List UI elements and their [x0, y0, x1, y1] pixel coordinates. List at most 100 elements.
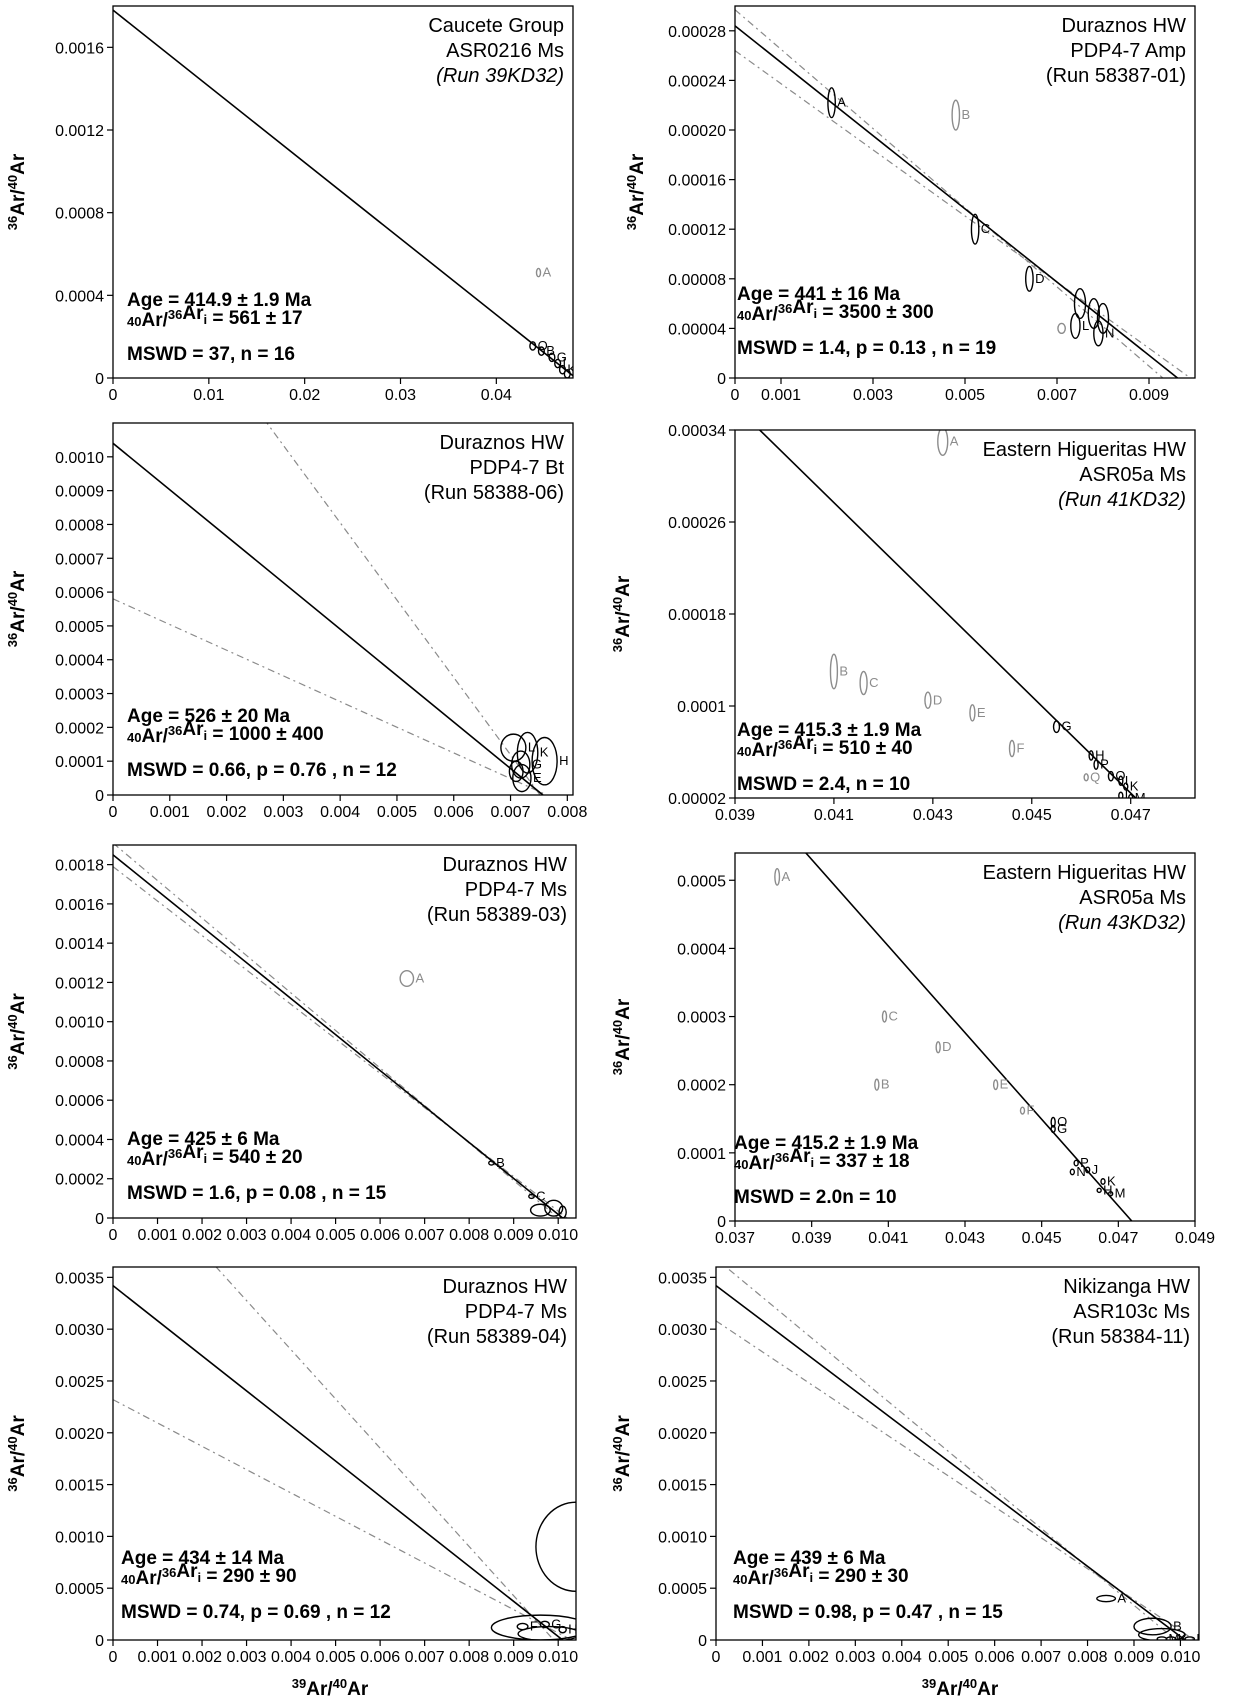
initial-ratio-part: Ar	[182, 719, 204, 740]
initial-ratio-part: = 290 ± 30	[813, 1566, 908, 1587]
data-point	[1137, 1627, 1186, 1640]
data-point	[951, 99, 961, 131]
y-tick-label: 0.0005	[677, 873, 726, 890]
x-tick-label: 0.010	[1160, 1649, 1200, 1666]
y-tick-label: 0.0010	[55, 1015, 104, 1032]
x-tick-label: 0.02	[289, 387, 320, 404]
initial-ratio-part: = 3500 ± 300	[817, 302, 934, 323]
y-axis-label-part: Ar/	[8, 189, 29, 216]
initial-ratio-part: 36	[162, 1565, 176, 1580]
y-axis-label-part: Ar	[613, 1415, 634, 1437]
isochron-fit-line	[759, 430, 1137, 798]
data-point-label: Q	[1090, 769, 1100, 784]
x-tick-label: 0	[109, 804, 118, 821]
y-tick-label: 0.00008	[668, 272, 726, 289]
plot-area: A BMK E	[716, 1267, 1199, 1646]
y-tick-label: 0.00004	[668, 321, 726, 338]
x-tick-label: 0	[712, 1649, 721, 1666]
data-point-label: B	[839, 664, 848, 679]
x-tick-label: 0.003	[263, 804, 303, 821]
data-point-label: M	[1135, 790, 1146, 805]
y-tick-label: 0.0035	[55, 1270, 104, 1287]
age-stat: Age = 441 ± 16 Ma	[737, 284, 900, 305]
initial-ratio-stat: 40Ar/36Ari = 290 ± 30	[733, 1561, 909, 1589]
x-tick-label: 0.001	[742, 1649, 782, 1666]
data-point-label: D	[942, 1039, 951, 1054]
data-point-label: H	[1103, 1182, 1112, 1197]
data-point-label: C	[869, 675, 878, 690]
initial-ratio-part: Ar/	[141, 726, 168, 747]
initial-ratio-part: Ar	[792, 297, 814, 318]
age-stat: Age = 414.9 ± 1.9 Ma	[127, 290, 312, 311]
age-stat: Age = 425 ± 6 Ma	[127, 1129, 280, 1150]
x-axis-label: 39Ar/40Ar	[292, 1676, 369, 1700]
y-axis-label-part: 40	[5, 1014, 20, 1028]
y-tick-label: 0.0020	[55, 1426, 104, 1443]
y-tick-label: 0	[95, 788, 104, 805]
data-point-label: M	[1115, 1186, 1126, 1201]
panel-title: ASR103c Ms	[1073, 1301, 1190, 1323]
isochron-fit-line	[805, 853, 1133, 1221]
initial-ratio-part: Ar	[789, 1146, 811, 1167]
y-tick-label: 0.0003	[677, 1010, 726, 1027]
x-tick-label: 0.043	[945, 1230, 985, 1247]
panel-title: Duraznos HW	[443, 1276, 568, 1298]
y-tick-label: 0.0008	[55, 206, 104, 223]
data-point	[558, 1625, 567, 1634]
initial-ratio-part: Ar/	[141, 1149, 168, 1170]
x-tick-label: 0.041	[868, 1230, 908, 1247]
y-tick-label: 0.0030	[658, 1322, 707, 1339]
data-point	[1123, 782, 1129, 791]
y-tick-label: 0.0008	[55, 517, 104, 534]
data-point	[529, 1203, 551, 1217]
data-point	[1096, 1594, 1117, 1603]
data-point-label: L	[1082, 318, 1089, 333]
x-tick-label: 0.049	[1175, 1230, 1215, 1247]
x-tick-label: 0.001	[137, 1649, 177, 1666]
y-axis-label-part: 40	[610, 1436, 625, 1450]
x-tick-label: 0.007	[405, 1649, 445, 1666]
plot-frame	[715, 1266, 1200, 1641]
y-tick-label: 0.0001	[677, 699, 726, 716]
mswd-stat: MSWD = 37, n = 16	[127, 344, 295, 365]
x-axis-label-part: Ar/	[936, 1679, 963, 1700]
y-axis-label-part: 36	[5, 216, 20, 230]
x-tick-label: 0.009	[1129, 387, 1169, 404]
y-tick-label: 0.0004	[677, 941, 726, 958]
y-axis-label-part: 40	[5, 1436, 20, 1450]
isochron-panel: A OB GI KM 0 0.01 0.02 0.03 0.04 0 0.0004 0.0008 0.0…	[5, 5, 574, 404]
x-axis-label-part: 40	[333, 1676, 347, 1691]
initial-ratio-part: = 1000 ± 400	[207, 724, 324, 745]
isochron-fit-line	[735, 25, 1179, 378]
plot-frame	[112, 1266, 577, 1641]
data-point	[1093, 759, 1099, 770]
data-point-label: F	[1027, 1103, 1035, 1118]
y-axis-label-part: Ar	[8, 153, 29, 175]
y-tick-label: 0.0002	[55, 1172, 104, 1189]
panel-title: ASR05a Ms	[1079, 887, 1186, 909]
data-point-label: K	[1178, 1631, 1187, 1646]
data-point	[531, 736, 558, 786]
data-point-label: C	[536, 1188, 545, 1203]
initial-ratio-part: 40	[121, 1572, 135, 1587]
x-axis-label: 39Ar/40Ar	[922, 1676, 999, 1700]
x-axis-label-part: Ar	[977, 1679, 999, 1700]
plot-frame	[112, 5, 574, 379]
data-point	[1184, 1636, 1196, 1640]
data-point-label: H	[559, 753, 568, 768]
plot-frame	[112, 422, 574, 796]
data-point-label: A	[416, 970, 425, 985]
y-tick-label: 0	[717, 371, 726, 388]
panel-title: Eastern Higueritas HW	[983, 862, 1187, 884]
data-point	[1073, 288, 1087, 320]
initial-ratio-part: Ar/	[141, 310, 168, 331]
initial-ratio-part: i	[203, 312, 207, 327]
y-axis-label-part: 36	[610, 1061, 625, 1075]
data-point	[500, 733, 527, 762]
y-tick-label: 0.0030	[55, 1322, 104, 1339]
panel-title: ASR0216 Ms	[446, 40, 564, 62]
y-tick-label: 0.0014	[55, 936, 104, 953]
data-point-label: I	[1125, 773, 1129, 788]
y-tick-label: 0.0015	[658, 1478, 707, 1495]
y-axis-label-part: 36	[5, 633, 20, 647]
